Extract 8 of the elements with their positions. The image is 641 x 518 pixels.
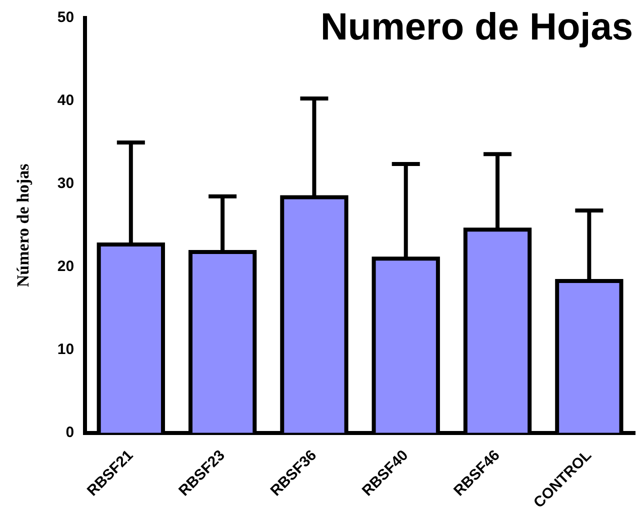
chart-title: Numero de Hojas [320,6,633,48]
y-tick-label: 50 [57,9,74,26]
y-tick-label: 20 [57,258,74,276]
y-tick-label: 10 [57,341,74,358]
y-tick-label: 0 [66,424,74,441]
y-tick-label: 40 [57,92,74,110]
y-tick-label: 30 [57,175,74,192]
y-axis-title: Número de hojas [14,163,33,288]
